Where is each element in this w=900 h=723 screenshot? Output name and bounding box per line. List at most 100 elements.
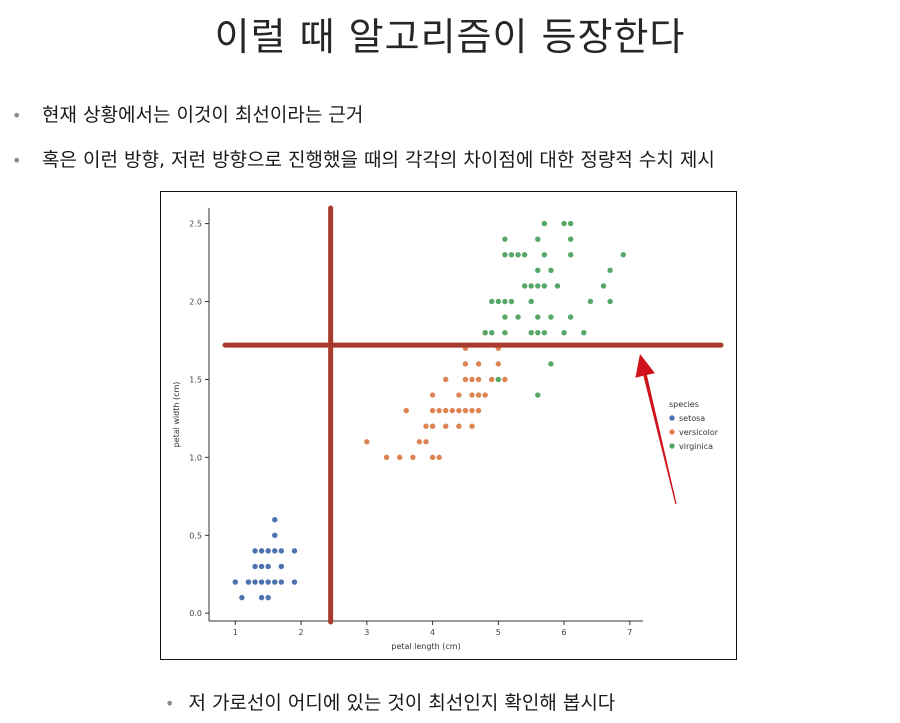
data-point-virginica [541,283,548,289]
data-point-versicolor [436,454,442,461]
data-point-virginica [561,329,567,336]
data-point-virginica [495,298,502,305]
data-point-virginica [561,220,567,227]
bullet-dot-icon: • [165,694,175,713]
legend-title: species [669,400,699,409]
x-tick-label: 5 [496,628,501,637]
data-point-virginica [508,298,515,305]
scatter-figure: 1 2 3 4 5 6 7 0.0 0.5 1.0 1.5 2.0 2.5 petal length (c… [160,191,737,660]
slide-title: 이럴 때 알고리즘이 등장한다 [214,15,686,59]
data-point-versicolor [469,407,475,414]
data-point-versicolor [469,376,475,383]
y-tick-label: 2.0 [189,298,202,307]
data-point-versicolor [436,407,442,414]
x-tick-label: 6 [562,628,567,637]
red-arrow-icon [635,354,677,505]
data-point-setosa [265,548,271,554]
data-point-versicolor [482,392,488,398]
y-tick-label: 2.5 [189,220,202,229]
data-point-virginica [489,329,495,336]
y-tick-label: 0.0 [189,609,202,618]
data-point-versicolor [456,392,462,398]
bullet-item: • 혹은 이런 방향, 저런 방향으로 진행했을 때의 각각의 차이점에 대한 정… [12,138,715,183]
data-point-versicolor [403,407,409,414]
bullet-text: 현재 상황에서는 이것이 최선이라는 근거 [42,104,364,126]
data-point-setosa [272,532,278,538]
data-point-virginica [554,283,561,289]
data-point-setosa [258,594,265,601]
data-point-virginica [521,252,528,258]
data-point-virginica [535,329,541,336]
data-point-virginica [541,329,548,336]
legend-marker-virginica [669,443,675,449]
bullet-dot-icon: • [12,106,22,125]
data-point-setosa [245,579,252,585]
data-point-versicolor [443,407,449,414]
data-point-versicolor [469,423,475,429]
bullet-item: • 현재 상황에서는 이것이 최선이라는 근거 [12,93,715,138]
data-point-virginica [541,220,548,227]
data-point-virginica [581,329,587,336]
scatter-chart: 1 2 3 4 5 6 7 0.0 0.5 1.0 1.5 2.0 2.5 petal length (c… [172,205,724,651]
data-point-virginica [515,252,521,258]
x-tick-label: 7 [627,628,632,637]
data-point-versicolor [443,423,449,429]
data-point-versicolor [443,376,449,383]
data-point-setosa [232,579,239,585]
data-point-versicolor [449,407,456,414]
data-point-versicolor [429,423,436,429]
x-tick-label: 3 [364,628,369,637]
data-point-versicolor [475,361,482,367]
data-point-virginica [535,236,541,242]
data-point-setosa [252,563,258,570]
y-axis-label: petal width (cm) [172,382,181,448]
data-point-virginica [489,298,495,305]
bottom-bullet: • 저 가로선이 어디에 있는 것이 최선인지 확인해 봅시다 [165,688,615,715]
data-point-versicolor [423,423,429,429]
y-tick-label: 1.0 [189,453,202,462]
data-point-virginica [567,236,574,242]
data-point-virginica [508,252,515,258]
data-point-versicolor [416,439,423,445]
data-point-virginica [502,314,508,320]
data-point-virginica [620,252,626,258]
data-point-setosa [252,548,258,554]
data-point-setosa [239,594,245,601]
data-point-virginica [521,283,528,289]
data-point-virginica [541,252,548,258]
legend-marker-setosa [669,415,675,421]
data-point-setosa [252,579,258,585]
x-tick-label: 1 [233,628,238,637]
data-point-versicolor [396,454,403,461]
data-point-versicolor [383,454,390,461]
data-point-versicolor [364,439,370,445]
y-tick-label: 1.5 [189,375,202,384]
data-point-virginica [548,267,554,274]
bullet-text: 혹은 이런 방향, 저런 방향으로 진행했을 때의 각각의 차이점에 대한 정량… [42,149,715,171]
legend-marker-versicolor [669,429,675,435]
legend-item-versicolor: versicolor [679,428,719,437]
data-point-setosa [265,563,271,570]
data-point-setosa [291,579,298,585]
data-point-versicolor [462,376,469,383]
data-point-virginica [607,267,613,274]
data-point-setosa [278,563,285,570]
data-point-versicolor [475,392,482,398]
data-point-virginica [528,283,534,289]
data-point-versicolor [456,423,462,429]
data-point-setosa [278,579,285,585]
bullet-list: • 현재 상황에서는 이것이 최선이라는 근거 • 혹은 이런 방향, 저런 방향으… [12,93,715,183]
data-point-setosa [265,579,271,585]
data-point-virginica [567,314,574,320]
data-point-virginica [515,314,521,320]
data-point-versicolor [475,376,482,383]
data-point-virginica [567,252,574,258]
legend-item-setosa: setosa [679,414,705,423]
data-point-setosa [272,579,278,585]
data-point-setosa [272,516,278,523]
chart-legend: species setosa versicolor virginica [669,400,719,451]
data-point-virginica [548,314,554,320]
data-point-virginica [548,361,554,367]
data-point-versicolor [475,407,482,414]
data-point-versicolor [462,407,469,414]
